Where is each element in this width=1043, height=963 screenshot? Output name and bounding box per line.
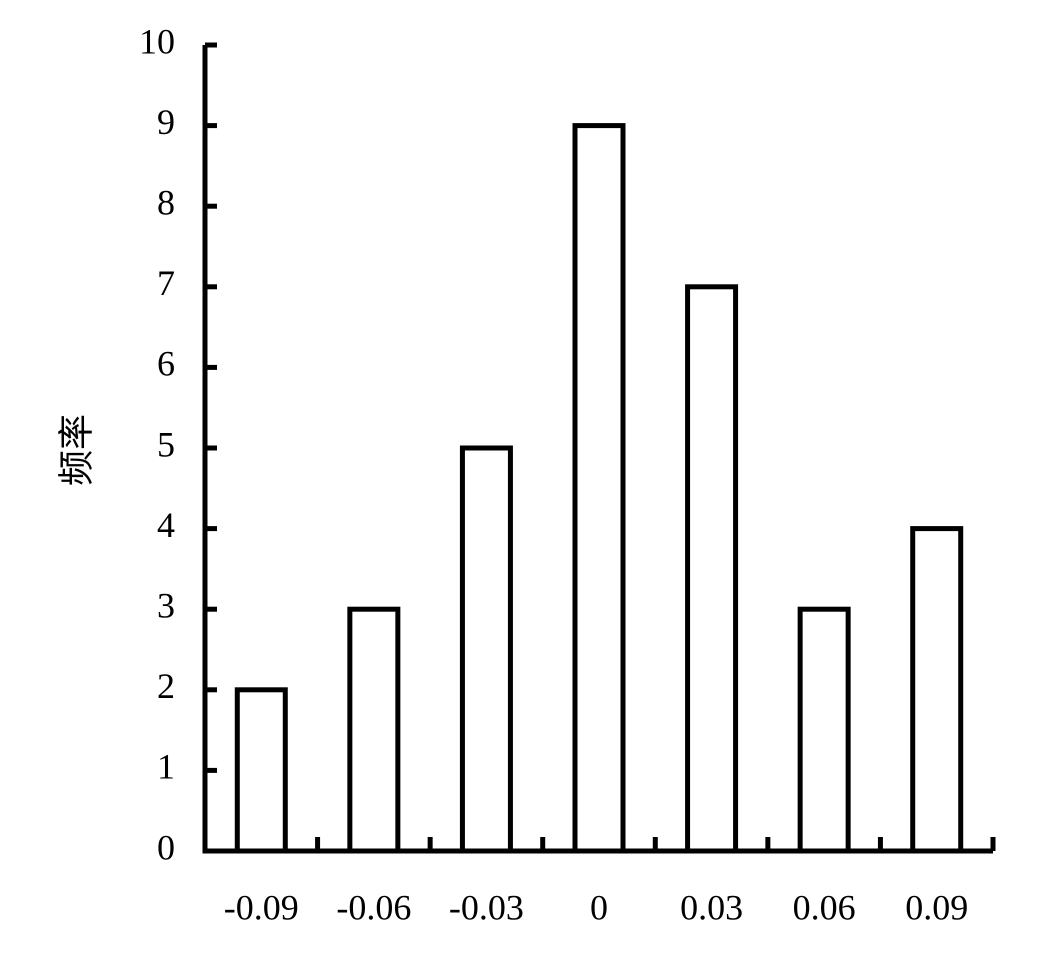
bar <box>572 123 626 854</box>
y-tick-label: 10 <box>139 21 175 61</box>
bar <box>347 606 401 854</box>
bar <box>685 284 739 854</box>
y-tick-label: 7 <box>157 263 175 303</box>
x-tick-label: 0.06 <box>793 887 856 927</box>
x-tick-label: 0.03 <box>680 887 743 927</box>
y-tick-label: 1 <box>157 747 175 787</box>
y-tick-label: 6 <box>157 344 175 384</box>
bar <box>797 606 851 854</box>
y-tick-label: 0 <box>157 827 175 867</box>
x-tick-label: 0 <box>590 887 608 927</box>
bar <box>459 445 513 854</box>
y-tick-label: 3 <box>157 585 175 625</box>
y-tick-label: 9 <box>157 102 175 142</box>
y-tick-label: 4 <box>157 505 175 545</box>
y-tick-label: 5 <box>157 424 175 464</box>
x-tick-label: -0.03 <box>449 887 524 927</box>
x-tick-label: -0.09 <box>224 887 299 927</box>
x-tick-label: -0.06 <box>336 887 411 927</box>
x-tick-label: 0.09 <box>905 887 968 927</box>
bar <box>234 687 288 854</box>
y-tick-label: 2 <box>157 666 175 706</box>
bar <box>910 526 964 854</box>
y-tick-label: 8 <box>157 182 175 222</box>
y-axis-label: 频率 <box>56 414 96 486</box>
